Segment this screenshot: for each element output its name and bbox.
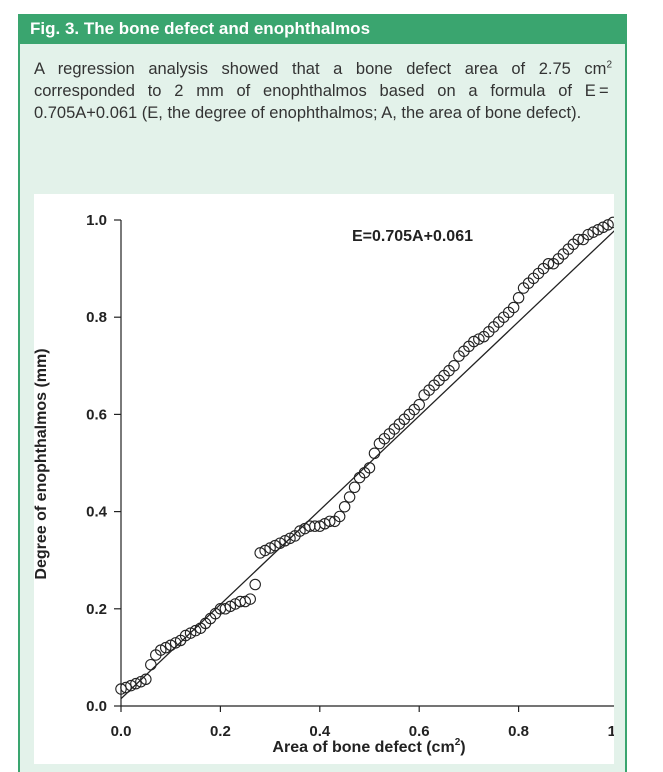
y-tick-label: 1.0: [86, 212, 107, 229]
data-point: [244, 593, 256, 605]
x-axis-label: Area of bone defect (cm2): [272, 737, 465, 756]
data-point: [338, 500, 351, 513]
x-axis-label-end: ): [460, 739, 465, 756]
x-axis-label-main: Area of bone defect (cm: [272, 739, 454, 756]
x-tick-label: 0.0: [111, 723, 132, 740]
chart-area: Degree of enophthalmos (mm) Area of bone…: [34, 194, 614, 764]
data-point: [607, 216, 614, 229]
y-tick-label: 0.2: [86, 601, 107, 618]
y-tick-label: 0.4: [86, 504, 108, 521]
data-point: [413, 398, 425, 411]
data-point: [145, 658, 157, 671]
ticks-group: 0.0 0.2 0.4 0.6 0.8 1.0 0.0 0.2 0.4 0.6 0.8 1.0: [86, 212, 614, 740]
data-point: [333, 510, 346, 523]
data-point: [542, 257, 555, 270]
data-point: [368, 447, 381, 460]
y-tick-label: 0.6: [86, 406, 107, 423]
scatter-chart: Degree of enophthalmos (mm) Area of bone…: [34, 212, 614, 756]
figure-caption: A regression analysis showed that a bone…: [34, 58, 612, 124]
data-point: [249, 578, 261, 591]
y-tick-label: 0.0: [86, 698, 107, 715]
y-tick-label: 0.8: [86, 309, 107, 326]
points-group: [115, 216, 614, 695]
data-point: [448, 360, 460, 372]
figure-title: Fig. 3. The bone defect and enophthalmos: [20, 14, 625, 44]
figure-panel: Fig. 3. The bone defect and enophthalmos…: [18, 14, 627, 772]
data-point: [348, 481, 361, 494]
data-point: [140, 673, 152, 686]
data-point: [507, 301, 520, 314]
data-point: [130, 677, 142, 690]
data-point: [115, 683, 127, 695]
y-axis-label: Degree of enophthalmos (mm): [34, 348, 50, 579]
caption-superscript: 2: [606, 59, 612, 71]
x-tick-label: 0.8: [508, 723, 529, 740]
data-point: [343, 491, 356, 503]
data-point: [323, 515, 336, 528]
x-axis-label-sup: 2: [455, 737, 461, 748]
data-point: [120, 681, 132, 694]
y-axis-label-group: Degree of enophthalmos (mm): [34, 348, 50, 579]
data-point: [512, 292, 525, 304]
data-point: [125, 679, 137, 692]
x-tick-label: 1.0: [608, 723, 614, 740]
caption-text-2: corresponded to 2 mm of enophthalmos bas…: [34, 82, 612, 122]
axes-group: [120, 220, 614, 707]
caption-text-1: A regression analysis showed that a bone…: [34, 60, 607, 78]
data-point: [572, 233, 584, 246]
x-tick-label: 0.2: [210, 723, 231, 740]
regression-equation: E=0.705A+0.061: [352, 228, 473, 245]
x-tick-label: 0.6: [409, 723, 430, 740]
data-point: [363, 462, 376, 474]
x-tick-label: 0.4: [309, 723, 331, 740]
